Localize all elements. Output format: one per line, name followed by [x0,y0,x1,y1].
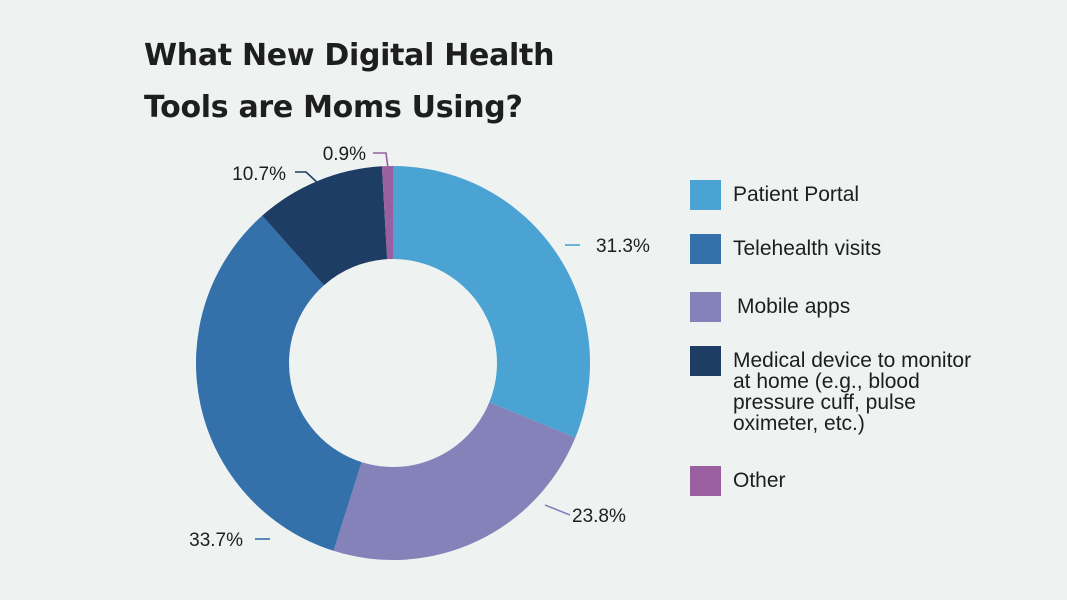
callout-line-medical-device-to-monitor-at-home [295,171,321,186]
legend-swatch-telehealth-visits [690,234,721,264]
legend-item-medical-device: Medical device to monitor at home (e.g.,… [690,346,983,434]
slice-medical-device-to-monitor-at-home [262,166,388,286]
data-label-other: 0.9% [323,144,366,165]
legend-item-mobile-apps: Mobile apps [690,292,997,322]
slice-patient-portal [393,166,590,438]
legend-label-telehealth-visits: Telehealth visits [733,237,882,260]
data-label-patient-portal: 31.3% [596,236,650,257]
legend-swatch-patient-portal [690,180,721,210]
slice-telehealth-visits [195,215,362,551]
legend-item-telehealth-visits: Telehealth visits [690,234,993,264]
callout-line-other [373,152,389,169]
legend-label-mobile-apps: Mobile apps [737,295,851,318]
legend-label-patient-portal: Patient Portal [733,183,860,206]
legend-swatch-medical-device [690,346,721,376]
callout-line-mobile-apps [544,504,571,516]
donut-slices [195,166,590,560]
data-label-telehealth-visits: 33.7% [189,530,243,551]
data-label-medical-device-to-monitor-at-home: 10.7% [232,164,286,185]
slice-other [381,166,393,260]
legend-label-other: Other [733,469,786,492]
legend-item-other: Other [690,466,993,496]
callout-labels: 31.3% 23.8% 33.7% 10.7% 0.9% [189,144,650,551]
chart-title: What New Digital Health Tools are Moms U… [144,30,664,134]
data-label-mobile-apps: 23.8% [572,506,626,527]
legend-swatch-mobile-apps [690,292,721,322]
slice-mobile-apps [333,402,576,560]
chart-title-line-1: What New Digital Health [144,38,555,73]
legend-item-patient-portal: Patient Portal [690,180,993,210]
legend-label-medical-device: Medical device to monitor at home (e.g.,… [733,349,972,435]
chart-title-line-2: Tools are Moms Using? [144,90,523,125]
legend-swatch-other [690,466,721,496]
